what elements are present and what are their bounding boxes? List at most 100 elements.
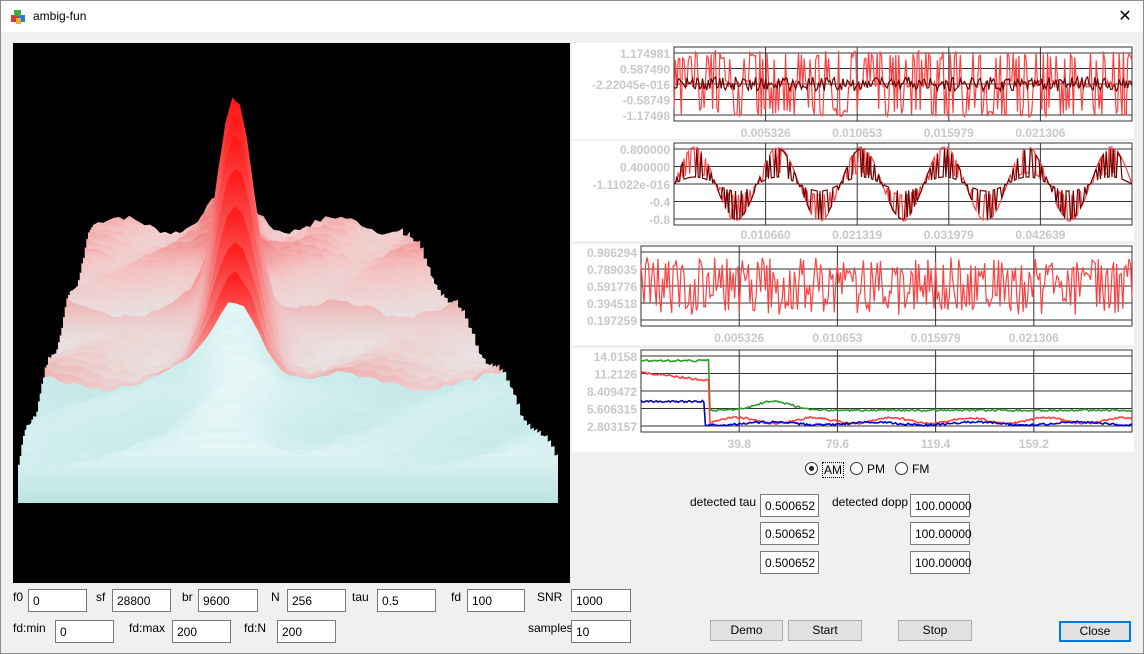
n-label: N: [271, 590, 280, 604]
radio-am[interactable]: AM: [805, 461, 845, 478]
samples-label: samples: [528, 621, 573, 635]
surface-slice: [63, 165, 465, 362]
sf-input[interactable]: 28800: [112, 589, 171, 612]
y-tick-label: 5.606315: [587, 403, 637, 417]
series-line: [673, 148, 1133, 220]
ambiguity-surface-plot: [13, 43, 570, 583]
series-line: [673, 75, 1133, 93]
x-tick-label: 0.010653: [812, 331, 862, 345]
samples-input[interactable]: 10: [571, 620, 631, 643]
chart-error-svg: 14.0158 11.2126 8.409472 5.606315 2.803157 39…: [587, 349, 1133, 451]
br-label: br: [182, 590, 193, 604]
detected-dopp-field-1[interactable]: 100.00000: [910, 494, 972, 517]
y-tick-label: -0.8: [649, 213, 670, 227]
x-tick-label: 159.2: [1019, 437, 1049, 451]
chart-signal-mod-svg: 0.800000 0.400000 -1.11022e-016 -0.4 -0.8 0.0…: [593, 142, 1133, 241]
radio-am-label: AM: [822, 462, 844, 478]
y-tick-label: 8.409472: [587, 385, 637, 399]
x-tick-label: 0.010653: [832, 126, 882, 139]
fd-input[interactable]: 100: [467, 589, 525, 612]
y-tick-label: 0.800000: [620, 143, 670, 157]
series-line: [640, 257, 1133, 315]
x-tick-label: 0.021319: [832, 228, 882, 241]
fdmin-label: fd:min: [13, 621, 46, 635]
stop-button[interactable]: Stop: [898, 620, 972, 641]
fd-label: fd: [451, 590, 462, 604]
n-input[interactable]: 256: [287, 589, 346, 612]
chart-signal-mod: 0.800000 0.400000 -1.11022e-016 -0.4 -0.8 0.0…: [572, 141, 1134, 241]
y-tick-label: -0.58749: [623, 94, 671, 108]
x-tick-label: 0.021306: [1009, 331, 1059, 345]
f0-input[interactable]: 0: [28, 589, 87, 612]
x-tick-label: 0.042639: [1015, 228, 1065, 241]
detected-tau-field-2[interactable]: 0.500652: [760, 522, 819, 545]
x-tick-label: 0.005326: [741, 126, 791, 139]
radio-pm[interactable]: PM: [850, 461, 890, 477]
detected-dopp-field-2[interactable]: 100.00000: [910, 522, 972, 545]
radio-pm-label: PM: [867, 462, 885, 476]
x-tick-label: 0.005326: [714, 331, 764, 345]
chart-correlation: 0.986294 0.789035 0.591776 0.394518 0.197259…: [572, 244, 1134, 345]
detected-tau-field-3[interactable]: 0.500652: [760, 551, 819, 574]
series-line: [673, 49, 1133, 119]
ambiguity-surface: [18, 97, 558, 503]
y-tick-label: 14.0158: [594, 350, 638, 364]
window-close-button[interactable]: ✕: [1118, 8, 1132, 25]
radio-pm-indicator: [850, 462, 863, 475]
series-line: [640, 399, 1133, 428]
tau-input[interactable]: 0.5: [377, 589, 436, 612]
surface-slice: [46, 242, 500, 415]
series-line: [640, 358, 1133, 413]
fdn-input[interactable]: 200: [277, 620, 336, 643]
y-tick-label: -0.4: [649, 196, 670, 210]
snr-label: SNR: [537, 590, 563, 604]
chart-signal-in: 1.174981 0.587490 -2.22045e-016 -0.58749 -1.…: [572, 43, 1134, 139]
y-tick-label: 0.197259: [587, 314, 637, 328]
start-button[interactable]: Start: [788, 620, 862, 641]
y-tick-label: -1.17498: [623, 109, 671, 123]
y-tick-label: 2.803157: [587, 420, 637, 434]
y-tick-label: 0.591776: [587, 280, 637, 294]
y-tick-label: 0.986294: [587, 246, 637, 260]
f0-label: f0: [13, 590, 24, 604]
chart-signal-in-svg: 1.174981 0.587490-2.22045e-016 -0.58749-1.…: [592, 46, 1133, 139]
sf-label: sf: [96, 590, 106, 604]
app-cube-icon: [11, 10, 25, 24]
y-tick-label: 0.400000: [620, 161, 670, 175]
surface-slice: [48, 206, 496, 409]
fdmin-input[interactable]: 0: [55, 620, 114, 643]
detected-tau-label: detected tau: [690, 495, 757, 509]
tau-label: tau: [352, 590, 369, 604]
detected-tau-field-1[interactable]: 0.500652: [760, 494, 819, 517]
x-tick-label: 0.010660: [741, 228, 791, 241]
radio-fm[interactable]: FM: [895, 461, 935, 477]
series-line: [640, 371, 1133, 426]
chart-correlation-svg: 0.986294 0.789035 0.591776 0.394518 0.197259…: [587, 245, 1133, 345]
window-title: ambig-fun: [33, 9, 87, 23]
y-tick-label: -2.22045e-016: [592, 78, 670, 92]
surface-slice: [18, 442, 558, 503]
chart-error: 14.0158 11.2126 8.409472 5.606315 2.803157 39…: [572, 348, 1134, 452]
y-tick-label: 0.587490: [620, 63, 670, 77]
y-tick-label: 0.394518: [587, 297, 637, 311]
y-tick-label: -1.11022e-016: [593, 178, 671, 192]
snr-input[interactable]: 1000: [571, 589, 631, 612]
detected-dopp-field-3[interactable]: 100.00000: [910, 551, 972, 574]
x-tick-label: 0.015979: [924, 126, 974, 139]
title-bar: ambig-fun ✕: [1, 1, 1143, 32]
x-tick-label: 39.8: [728, 437, 752, 451]
detected-dopp-label: detected dopp: [832, 495, 909, 509]
y-tick-label: 11.2126: [594, 368, 637, 382]
x-tick-label: 0.031979: [924, 228, 974, 241]
close-button[interactable]: Close: [1059, 621, 1131, 642]
x-tick-label: 0.015979: [911, 331, 961, 345]
fdmax-label: fd:max: [129, 621, 166, 635]
demo-button[interactable]: Demo: [710, 620, 783, 641]
x-tick-label: 0.021306: [1015, 126, 1065, 139]
fdmax-input[interactable]: 200: [172, 620, 231, 643]
y-tick-label: 0.789035: [587, 263, 637, 277]
br-input[interactable]: 9600: [198, 589, 258, 612]
fdn-label: fd:N: [244, 621, 267, 635]
x-tick-label: 79.6: [826, 437, 850, 451]
